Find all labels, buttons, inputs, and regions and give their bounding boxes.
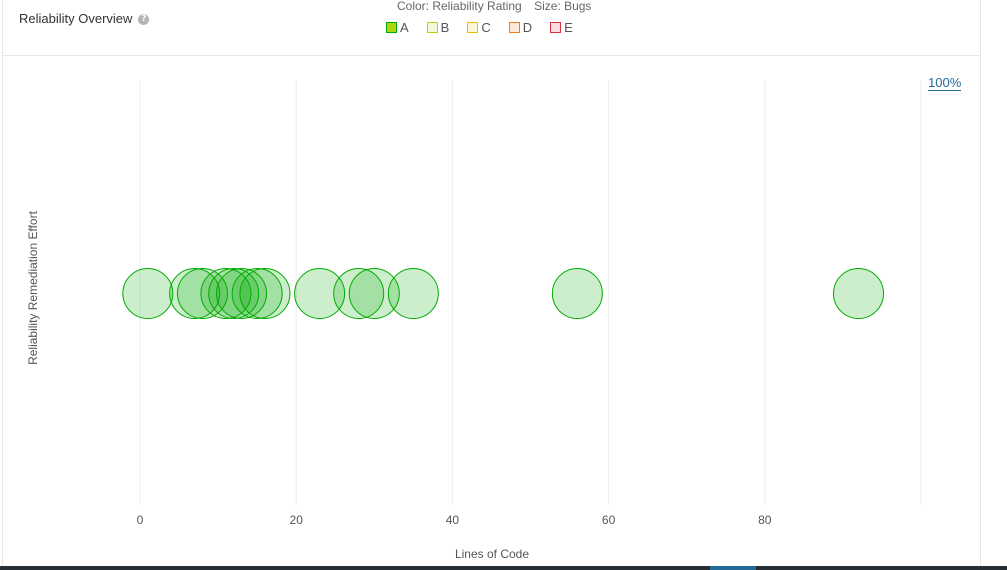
- bubble-point[interactable]: [333, 268, 385, 319]
- bubble-point[interactable]: [551, 268, 603, 319]
- bottom-bar-accent: [710, 566, 756, 570]
- x-tick-label: 0: [137, 513, 144, 527]
- legend-swatch-e: [550, 22, 562, 33]
- legend-item-e[interactable]: E: [550, 20, 573, 35]
- bubble-point[interactable]: [387, 268, 439, 319]
- x-tick-labels: 0 20 40 60 80: [137, 513, 772, 527]
- bubble-point[interactable]: [122, 268, 174, 319]
- x-axis-label: Lines of Code: [455, 547, 529, 561]
- x-tick-label: 20: [290, 513, 304, 527]
- color-caption: Color: Reliability Rating: [397, 0, 522, 13]
- legend-swatch-a: [386, 22, 397, 33]
- reliability-overview-panel: [2, 0, 981, 566]
- legend-label-d: D: [522, 20, 533, 35]
- bubble-point[interactable]: [216, 268, 268, 319]
- bubbles: [122, 268, 885, 319]
- bubble-point[interactable]: [239, 268, 291, 319]
- y-axis-label: Reliability Remediation Effort: [26, 210, 40, 365]
- size-caption: Size: Bugs: [534, 0, 592, 13]
- legend-swatch-c: [467, 22, 479, 33]
- legend-item-a[interactable]: A: [386, 20, 409, 35]
- legend-label-c: C: [481, 20, 491, 35]
- bubble-point[interactable]: [833, 268, 885, 319]
- bubble-point[interactable]: [200, 268, 252, 319]
- legend-swatch-b: [426, 22, 438, 33]
- panel-title-text: Reliability Overview: [19, 11, 133, 26]
- legend-swatch-d: [508, 22, 520, 33]
- bubble-point[interactable]: [169, 268, 221, 319]
- bubble-point[interactable]: [231, 268, 283, 319]
- legend-label-a: A: [400, 20, 409, 35]
- bubble-point[interactable]: [176, 268, 228, 319]
- panel-title: Reliability Overview ?: [19, 11, 150, 26]
- bubble-point[interactable]: [208, 268, 260, 319]
- x-tick-label: 80: [758, 513, 772, 527]
- rating-legend: A B C D E: [386, 20, 591, 35]
- legend-label-e: E: [564, 20, 573, 35]
- legend-item-d[interactable]: D: [508, 20, 533, 35]
- x-tick-label: 60: [602, 513, 616, 527]
- legend-label-b: B: [440, 20, 450, 35]
- bubble-point[interactable]: [348, 268, 400, 319]
- question-circle-icon[interactable]: ?: [138, 14, 150, 25]
- legend-item-b[interactable]: B: [426, 20, 450, 35]
- x-tick-label: 40: [446, 513, 460, 527]
- header-divider: [2, 55, 981, 56]
- bubble-point[interactable]: [294, 268, 346, 319]
- legend-caption: Color: Reliability Rating Size: Bugs: [397, 0, 591, 13]
- legend-item-c[interactable]: C: [467, 20, 491, 35]
- grid-lines: [139, 80, 922, 505]
- zoom-reset-link[interactable]: 100%: [928, 75, 962, 91]
- bottom-bar: [0, 566, 1007, 570]
